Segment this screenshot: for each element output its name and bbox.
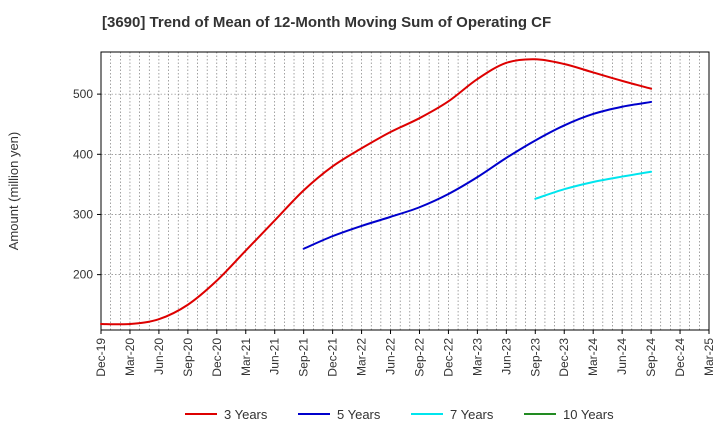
legend-label-3-years: 3 Years [224, 407, 268, 422]
y-axis: 200 300 400 500 [73, 87, 101, 282]
series-line-7-years [534, 170, 653, 200]
x-tick-label: Sep-22 [412, 338, 426, 377]
x-tick-label: Mar-25 [702, 338, 716, 376]
chart-title: [3690] Trend of Mean of 12-Month Moving … [102, 14, 552, 31]
series-line-3-years [100, 58, 653, 326]
x-tick-label: Sep-23 [528, 338, 542, 377]
x-tick-label: Jun-22 [384, 338, 398, 375]
x-tick-label: Sep-20 [181, 338, 195, 377]
legend-label-10-years: 10 Years [563, 407, 614, 422]
y-axis-label: Amount (million yen) [6, 132, 21, 251]
x-tick-label: Mar-23 [470, 338, 484, 376]
x-tick-label: Sep-21 [297, 338, 311, 377]
x-tick-label: Sep-24 [644, 338, 658, 377]
series-line-5-years [302, 100, 653, 250]
x-tick-label: Mar-24 [586, 338, 600, 376]
legend-label-7-years: 7 Years [450, 407, 494, 422]
series-layer [100, 58, 653, 326]
plot-frame [100, 51, 710, 331]
y-tick-label: 500 [73, 87, 93, 101]
x-tick-label: Dec-24 [673, 338, 687, 377]
x-tick-label: Jun-21 [268, 338, 282, 375]
y-tick-label: 200 [73, 268, 93, 282]
x-tick-label: Mar-22 [355, 338, 369, 376]
legend: 3 Years 5 Years 7 Years 10 Years [185, 407, 614, 422]
grid [101, 52, 709, 330]
x-tick-label: Mar-20 [123, 338, 137, 376]
x-axis: Dec-19 Mar-20 Jun-20 Sep-20 Dec-20 Mar-21 Jun-… [94, 330, 716, 377]
x-tick-label: Mar-21 [239, 338, 253, 376]
x-tick-label: Dec-22 [441, 338, 455, 377]
x-tick-label: Dec-19 [94, 338, 108, 377]
legend-label-5-years: 5 Years [337, 407, 381, 422]
y-tick-label: 400 [73, 147, 93, 161]
y-tick-label: 300 [73, 207, 93, 221]
x-tick-label: Dec-20 [210, 338, 224, 377]
x-tick-label: Dec-23 [557, 338, 571, 377]
x-tick-label: Jun-20 [152, 338, 166, 375]
x-tick-label: Jun-23 [499, 338, 513, 375]
x-tick-label: Dec-21 [326, 338, 340, 377]
x-tick-label: Jun-24 [615, 338, 629, 375]
